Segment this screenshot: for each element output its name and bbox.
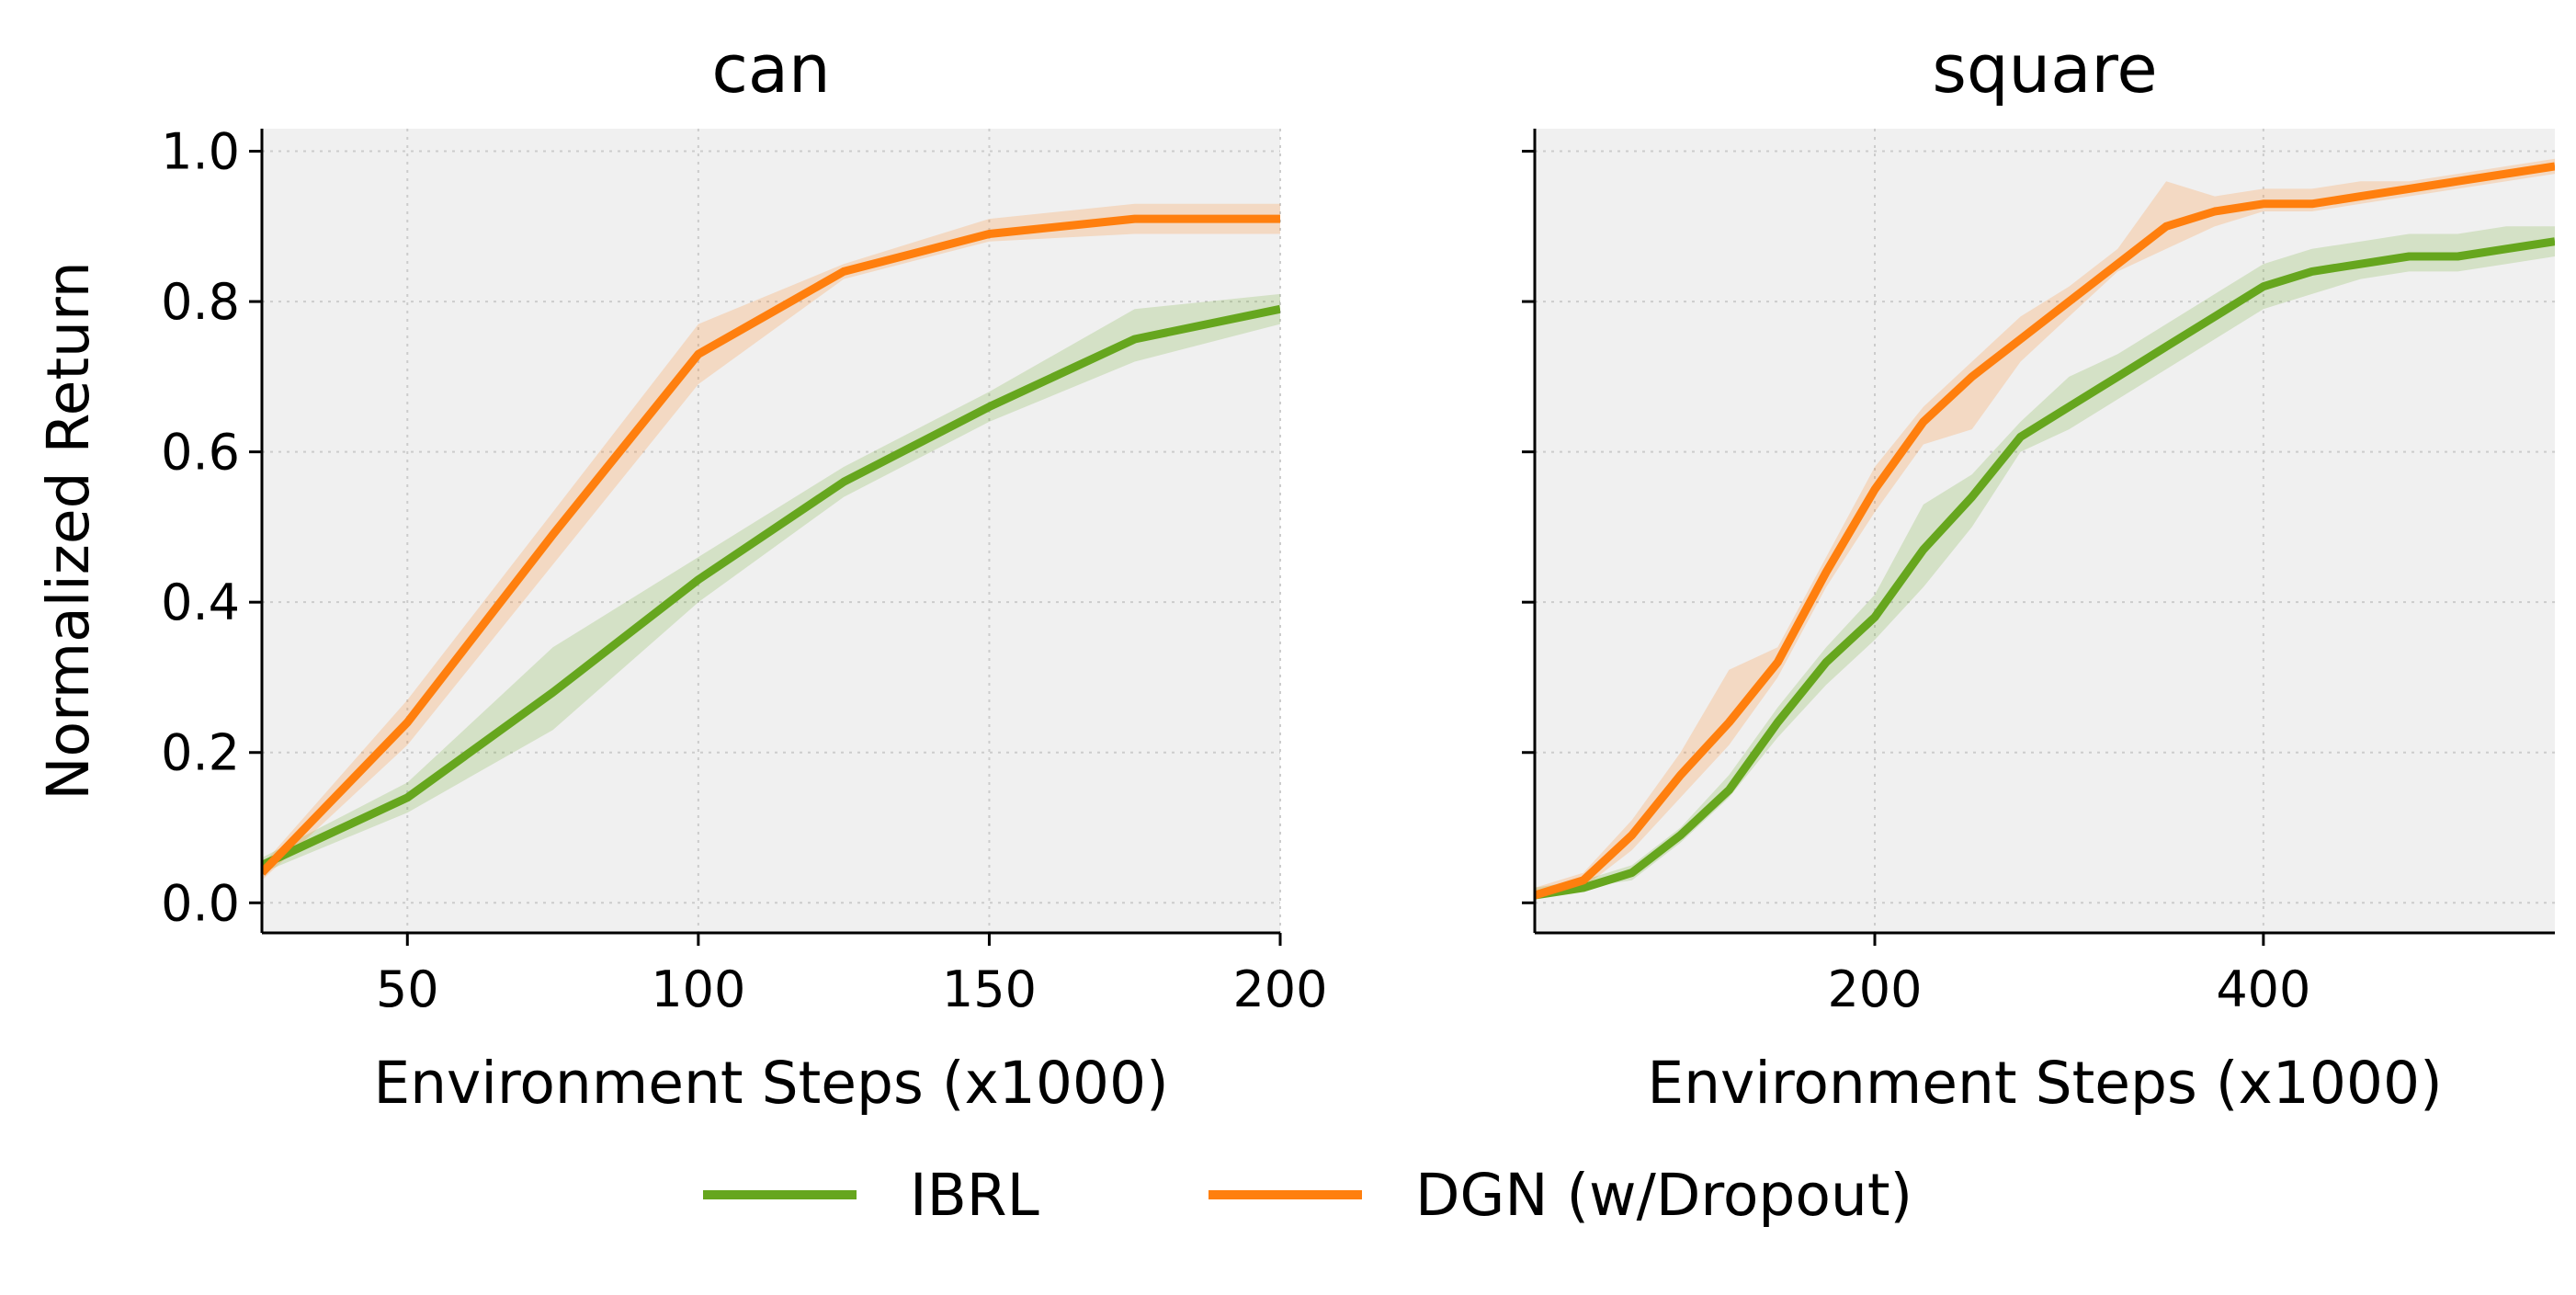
band-dgn-w-dropout xyxy=(1535,158,2555,896)
chart-title: can xyxy=(711,30,830,108)
series-line-dgn-w-dropout xyxy=(1535,162,2555,900)
series-line-ibrl xyxy=(1535,237,2555,900)
panel-square: 200 400 square Environment Steps (x1000) xyxy=(1522,30,2556,1117)
y-tick-label: 0.0 xyxy=(161,874,240,932)
y-tick-label: 0.4 xyxy=(161,574,240,631)
y-axis-label: Normalized Return xyxy=(35,261,102,800)
legend: IBRL DGN (w/Dropout) xyxy=(703,1162,1912,1229)
x-tick-label: 150 xyxy=(942,960,1037,1018)
y-tick-label: 1.0 xyxy=(161,123,240,181)
x-tick-label: 200 xyxy=(1827,960,1922,1018)
x-axis-label: Environment Steps (x1000) xyxy=(373,1050,1168,1117)
x-axis-label: Environment Steps (x1000) xyxy=(1647,1050,2442,1117)
x-tick-label: 400 xyxy=(2216,960,2310,1018)
band-ibrl xyxy=(262,293,1280,873)
legend-label-dgn-w-dropout: DGN (w/Dropout) xyxy=(1415,1162,1912,1229)
chart-title: square xyxy=(1932,30,2157,108)
x-tick-label: 50 xyxy=(376,960,439,1018)
x-tick-label: 100 xyxy=(651,960,745,1018)
series-line-ibrl xyxy=(262,304,1280,869)
x-tick-label: 200 xyxy=(1232,960,1327,1018)
y-tick-label: 0.2 xyxy=(161,724,240,782)
panel-can: 0.0 0.2 0.4 0.6 0.8 1.0 50 100 150 200 can Environm… xyxy=(35,30,1328,1117)
legend-label-ibrl: IBRL xyxy=(910,1162,1039,1229)
series-line-dgn-w-dropout xyxy=(262,214,1280,876)
y-tick-label: 0.8 xyxy=(161,273,240,331)
y-tick-label: 0.6 xyxy=(161,424,240,482)
